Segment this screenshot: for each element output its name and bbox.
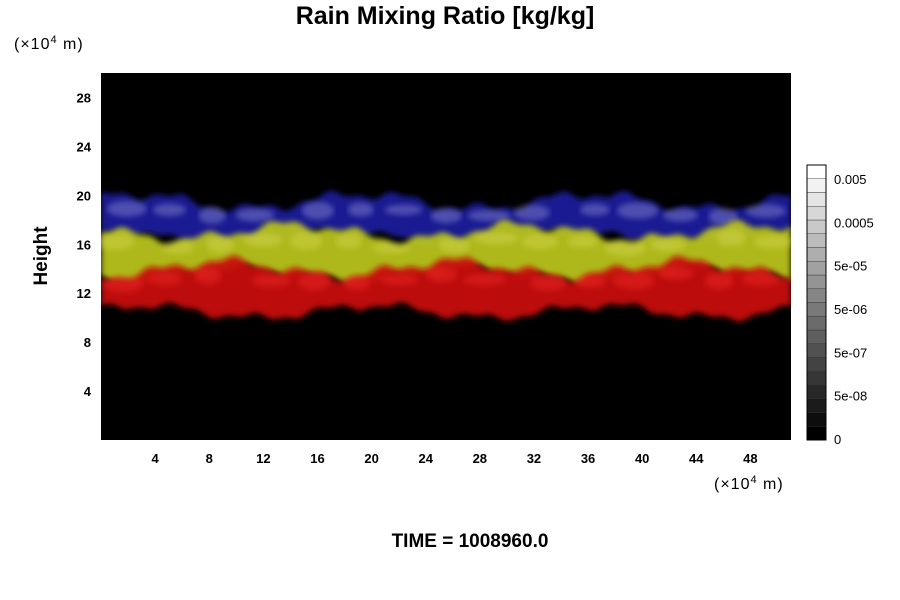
layer-highlight-1	[438, 238, 470, 253]
layer-highlight-2	[612, 272, 655, 290]
layer-highlight-0	[106, 200, 147, 217]
colorbar-cell	[806, 398, 827, 413]
layer-highlight-0	[745, 204, 787, 218]
colorbar-cell	[806, 274, 827, 289]
layer-highlight-2	[529, 275, 567, 291]
x-tick-label: 28	[473, 451, 487, 466]
x-tick-label: 20	[364, 451, 378, 466]
colorbar-cell	[806, 261, 827, 276]
layer-highlight-0	[235, 208, 275, 222]
layer-highlight-0	[430, 208, 462, 224]
colorbar-cell	[806, 302, 827, 317]
layer-highlight-2	[463, 274, 507, 286]
layer-highlight-0	[467, 209, 511, 222]
x-tick-label: 24	[418, 451, 433, 466]
x-tick-label: 48	[743, 451, 757, 466]
layer-highlight-0	[152, 203, 187, 217]
colorbar-cell	[806, 412, 827, 427]
x-axis-unit: (×104 m)	[714, 474, 784, 493]
colorbar-cell	[806, 233, 827, 248]
colorbar-cell	[806, 384, 827, 399]
layer-highlight-1	[650, 238, 686, 252]
layer-highlight-1	[521, 233, 559, 250]
layer-highlight-1	[475, 232, 519, 245]
colorbar-cell	[806, 343, 827, 358]
layer-highlight-0	[579, 203, 610, 216]
x-tick-label: 44	[689, 451, 704, 466]
x-tick-label: 8	[206, 451, 213, 466]
colorbar-cell	[806, 206, 827, 221]
y-tick-label: 28	[77, 90, 91, 105]
colorbar-cell	[806, 178, 827, 193]
colorbar-cell	[806, 192, 827, 207]
layer-highlight-1	[243, 233, 283, 247]
colorbar-cell	[806, 219, 827, 234]
layer-highlight-2	[426, 267, 458, 283]
x-tick-label: 16	[310, 451, 324, 466]
y-tick-label: 8	[84, 335, 91, 350]
colorbar-tick-label: 5e-07	[834, 345, 867, 360]
colorbar-cell	[806, 426, 827, 441]
colorbar-tick-label: 0.0005	[834, 215, 874, 230]
y-tick-label: 4	[84, 384, 92, 399]
layer-highlight-2	[102, 276, 143, 293]
layer-highlight-1	[289, 231, 323, 250]
layer-highlight-2	[380, 274, 419, 286]
layer-highlight-0	[384, 204, 423, 216]
layer-highlight-0	[662, 208, 698, 222]
layer-highlight-2	[194, 267, 222, 285]
colorbar-cell	[806, 357, 827, 372]
colorbar-cell	[806, 288, 827, 303]
layer-band-2	[101, 255, 791, 322]
x-tick-label: 40	[635, 451, 649, 466]
layer-highlight-1	[604, 239, 647, 256]
x-tick-label: 4	[152, 451, 160, 466]
colorbar-tick-label: 0.005	[834, 172, 867, 187]
y-axis-unit: (×104 m)	[14, 34, 84, 53]
layer-highlight-1	[716, 229, 746, 247]
layer-highlight-1	[206, 236, 234, 253]
x-tick-label: 12	[256, 451, 270, 466]
layer-highlight-2	[297, 272, 331, 291]
layer-highlight-0	[198, 207, 226, 224]
colorbar-cell	[806, 247, 827, 262]
colorbar-tick-label: 0	[834, 432, 841, 447]
y-tick-label: 12	[77, 286, 91, 301]
x-tick-label: 36	[581, 451, 595, 466]
layer-highlight-1	[160, 241, 195, 254]
layer-highlight-1	[101, 233, 135, 250]
layer-highlight-2	[251, 273, 291, 288]
layer-highlight-0	[513, 204, 550, 221]
colorbar-cell	[806, 164, 827, 179]
layer-highlight-1	[372, 242, 411, 254]
layer-highlight-0	[616, 202, 659, 219]
colorbar-tick-label: 5e-05	[834, 259, 867, 274]
y-tick-label: 24	[77, 139, 92, 154]
colorbar-cell	[806, 329, 827, 344]
y-tick-label: 20	[77, 188, 91, 203]
layer-highlight-2	[658, 267, 694, 280]
layer-highlight-0	[708, 208, 738, 226]
time-label: TIME = 1008960.0	[391, 531, 549, 552]
layer-highlight-2	[575, 275, 606, 288]
layer-highlight-2	[343, 276, 370, 291]
layer-highlight-1	[753, 234, 791, 249]
layer-highlight-1	[567, 235, 598, 248]
layer-highlight-2	[148, 272, 183, 286]
colorbar-cell	[806, 316, 827, 331]
layer-highlight-2	[741, 272, 782, 286]
layer-highlight-0	[301, 201, 335, 220]
chart-title: Rain Mixing Ratio [kg/kg]	[295, 2, 595, 30]
layer-highlight-1	[335, 234, 362, 249]
x-tick-label: 32	[527, 451, 541, 466]
colorbar-frame	[806, 164, 827, 441]
colorbar-cell	[806, 371, 827, 386]
colorbar-tick-label: 5e-08	[834, 389, 867, 404]
layer-highlight-2	[704, 272, 734, 290]
colorbar-tick-label: 5e-06	[834, 302, 867, 317]
layer-highlight-0	[347, 202, 374, 217]
y-tick-label: 16	[77, 237, 91, 252]
